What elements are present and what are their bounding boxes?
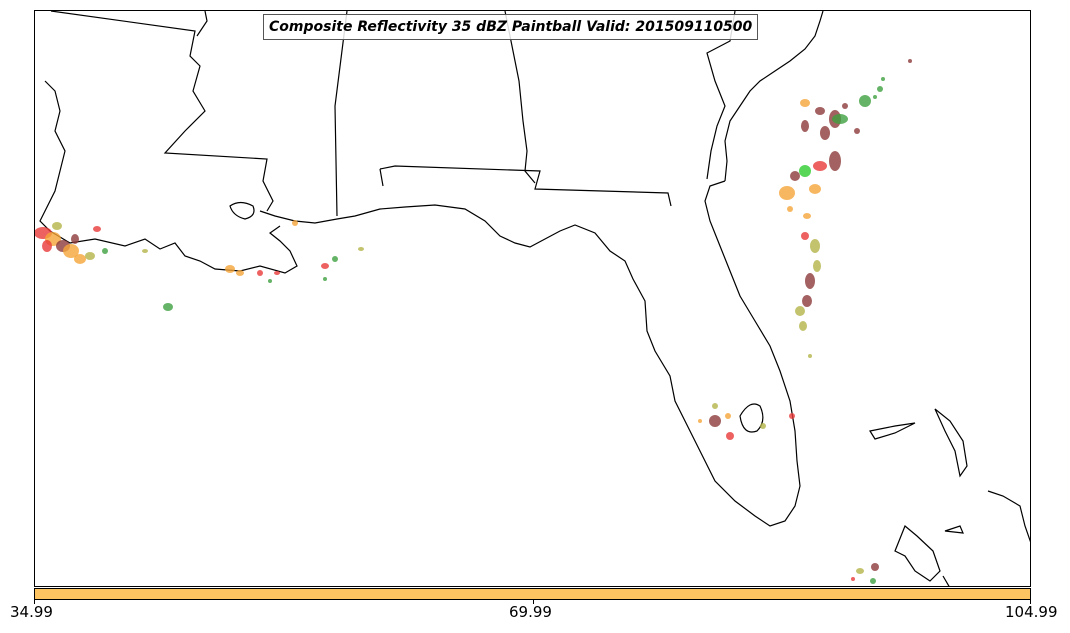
- paintball-blob: [292, 220, 298, 226]
- paintball-blob: [93, 226, 101, 232]
- mississippi-alabama-border: [196, 11, 348, 217]
- paintball-blob: [805, 273, 815, 289]
- paintball-blob: [274, 271, 280, 275]
- paintball-blob: [712, 403, 718, 409]
- paintball-blob: [829, 151, 841, 171]
- paintball-blob: [332, 256, 338, 262]
- paintball-blob: [801, 232, 809, 240]
- atlantic-coast: [724, 11, 824, 182]
- paintball-blob: [859, 95, 871, 107]
- colorbar-tick-min: [34, 600, 35, 604]
- colorbar: [34, 588, 1031, 600]
- paintball-blob: [63, 244, 79, 258]
- cuba-coast: [894, 525, 950, 586]
- paintball-blob: [808, 354, 812, 358]
- paintball-blob: [851, 577, 855, 581]
- paintball-blob: [802, 295, 812, 307]
- paintball-blob: [873, 95, 877, 99]
- paintball-blob: [790, 171, 800, 181]
- bahamas-islands: [869, 408, 1030, 543]
- louisiana-state-border: [50, 11, 274, 212]
- paintball-blob: [358, 247, 364, 251]
- map-panel: [34, 10, 1031, 587]
- paintball-blob: [842, 103, 848, 109]
- paintball-blob: [142, 249, 148, 253]
- paintball-blob: [871, 563, 879, 571]
- paintball-blob: [815, 107, 825, 115]
- paintball-blob: [789, 413, 795, 419]
- paintball-blob: [74, 254, 86, 264]
- lake-okeechobee: [739, 403, 764, 433]
- paintball-blob: [870, 578, 876, 584]
- paintball-blobs: [35, 59, 912, 584]
- georgia-florida-border: [379, 165, 672, 207]
- paintball-blob: [52, 222, 62, 230]
- paintball-blob: [321, 263, 329, 269]
- paintball-blob: [85, 252, 95, 260]
- colorbar-tick-mid: [533, 600, 534, 604]
- paintball-blob: [795, 306, 805, 316]
- paintball-blob: [881, 77, 885, 81]
- paintball-blob: [787, 206, 793, 212]
- paintball-blob: [236, 270, 244, 276]
- paintball-blob: [42, 240, 52, 252]
- paintball-blob: [832, 114, 848, 124]
- paintball-blob: [854, 128, 860, 134]
- paintball-blob: [908, 59, 912, 63]
- paintball-blob: [225, 265, 235, 273]
- paintball-blob: [800, 99, 810, 107]
- map-title-text: Composite Reflectivity 35 dBZ Paintball …: [269, 19, 753, 35]
- paintball-blob: [268, 279, 272, 283]
- paintball-blob: [71, 234, 79, 244]
- paintball-blob: [163, 303, 173, 311]
- paintball-blob: [799, 165, 811, 177]
- colorbar-tick-max: [1030, 600, 1031, 604]
- paintball-blob: [779, 186, 795, 200]
- paintball-blob: [810, 239, 820, 253]
- colorbar-label-mid: 69.99: [509, 603, 552, 621]
- paintball-blob: [760, 423, 766, 429]
- paintball-blob: [813, 260, 821, 272]
- small-islands: [229, 201, 964, 534]
- colorbar-label-min: 34.99: [10, 603, 53, 621]
- paintball-blob: [809, 184, 821, 194]
- coastlines: [39, 11, 1030, 586]
- paintball-blob: [813, 161, 827, 171]
- paintball-blob: [698, 419, 702, 423]
- colorbar-label-max: 104.99: [1005, 603, 1058, 621]
- paintball-blob: [799, 321, 807, 331]
- paintball-blob: [102, 248, 108, 254]
- paintball-blob: [877, 86, 883, 92]
- paintball-blob: [257, 270, 263, 276]
- paintball-blob: [726, 432, 734, 440]
- paintball-blob: [803, 213, 811, 219]
- paintball-blob: [725, 413, 731, 419]
- paintball-blob: [856, 568, 864, 574]
- georgia-south-carolina-border: [706, 11, 736, 180]
- paintball-blob: [323, 277, 327, 281]
- louisiana-coast: [39, 80, 298, 274]
- map-canvas: [35, 11, 1030, 586]
- paintball-blob: [801, 120, 809, 132]
- paintball-blob: [709, 415, 721, 427]
- gulf-coast-panhandle: [259, 180, 801, 527]
- paintball-blob: [820, 126, 830, 140]
- map-title: Composite Reflectivity 35 dBZ Paintball …: [263, 14, 759, 40]
